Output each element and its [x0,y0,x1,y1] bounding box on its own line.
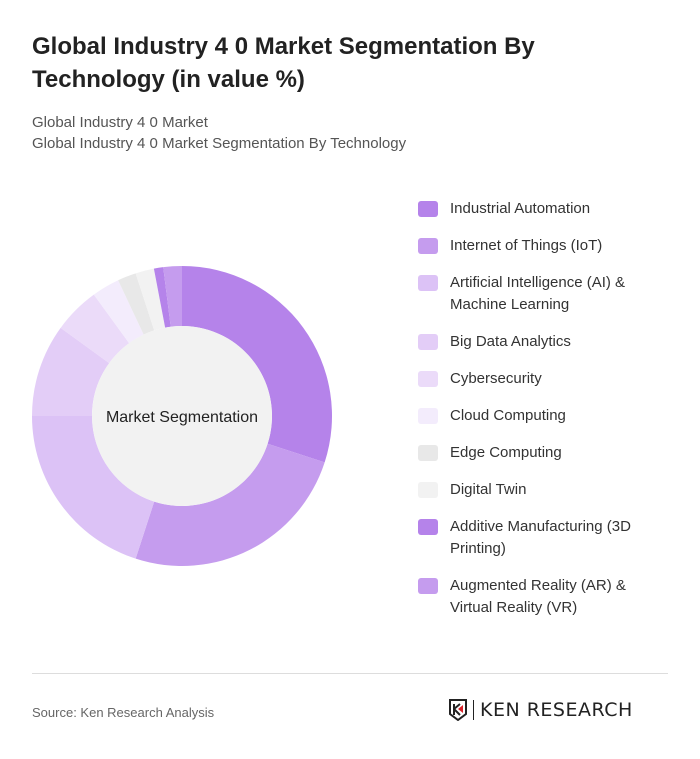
subtitle-market: Global Industry 4 0 Market [32,114,208,131]
legend-swatch [418,482,438,498]
legend-swatch [418,578,438,594]
divider [32,673,668,674]
legend-label: Cybersecurity [450,370,542,387]
legend-label: Industrial Automation [450,200,591,217]
legend-swatch [418,371,438,387]
legend-label: Augmented Reality (AR) & Virtual Reality… [450,577,626,616]
source-note: Source: Ken Research Analysis [32,705,215,720]
slice-big-data-analytics[interactable] [32,327,110,416]
legend: Industrial Automation Internet of Things … [418,198,668,634]
legend-swatch [418,275,438,291]
legend-swatch [418,408,438,424]
legend-label: Cloud Computing [450,407,566,424]
legend-item[interactable]: Internet of Things (IoT) [418,235,668,257]
legend-item[interactable]: Artificial Intelligence (AI) & Machine L… [418,272,668,316]
slice-additive-manufacturing-3d-printing[interactable] [153,267,171,328]
legend-item[interactable]: Cybersecurity [418,368,668,390]
slice-artificial-intelligence-ai-machine-learning[interactable] [32,416,155,559]
ken-logo-icon [449,699,467,721]
legend-label: Edge Computing [450,444,562,461]
legend-swatch [418,201,438,217]
ken-research-logo: KEN RESEARCH [448,699,633,721]
legend-item[interactable]: Edge Computing [418,442,668,464]
logo-text: KEN RESEARCH [480,699,633,721]
slice-cybersecurity[interactable] [60,294,130,364]
donut-chart: Market Segmentation [32,266,332,566]
legend-label: Additive Manufacturing (3D Printing) [450,518,631,557]
legend-swatch [418,445,438,461]
slice-augmented-reality-ar-virtual-reality-vr[interactable] [163,266,182,327]
legend-label: Internet of Things (IoT) [450,237,603,254]
donut-center [92,326,272,506]
legend-item[interactable]: Augmented Reality (AR) & Virtual Reality… [418,575,668,619]
slice-digital-twin[interactable] [135,268,166,331]
legend-swatch [418,519,438,535]
center-label: Market Segmentation [106,409,258,426]
legend-label: Big Data Analytics [450,333,571,350]
slice-cloud-computing[interactable] [93,280,144,344]
legend-swatch [418,334,438,350]
legend-label: Artificial Intelligence (AI) & Machine L… [450,274,626,313]
slice-industrial-automation[interactable] [182,266,332,463]
legend-item[interactable]: Industrial Automation [418,198,668,220]
legend-item[interactable]: Digital Twin [418,479,668,501]
legend-item[interactable]: Cloud Computing [418,405,668,427]
legend-item[interactable]: Additive Manufacturing (3D Printing) [418,516,668,560]
chart-title: Global Industry 4 0 Market Segmentation … [32,33,535,93]
slice-edge-computing[interactable] [118,273,155,335]
legend-swatch [418,238,438,254]
slice-internet-of-things-iot[interactable] [135,443,325,566]
subtitle-segmentation: Global Industry 4 0 Market Segmentation … [32,135,407,152]
legend-item[interactable]: Big Data Analytics [418,331,668,353]
legend-label: Digital Twin [450,481,527,498]
